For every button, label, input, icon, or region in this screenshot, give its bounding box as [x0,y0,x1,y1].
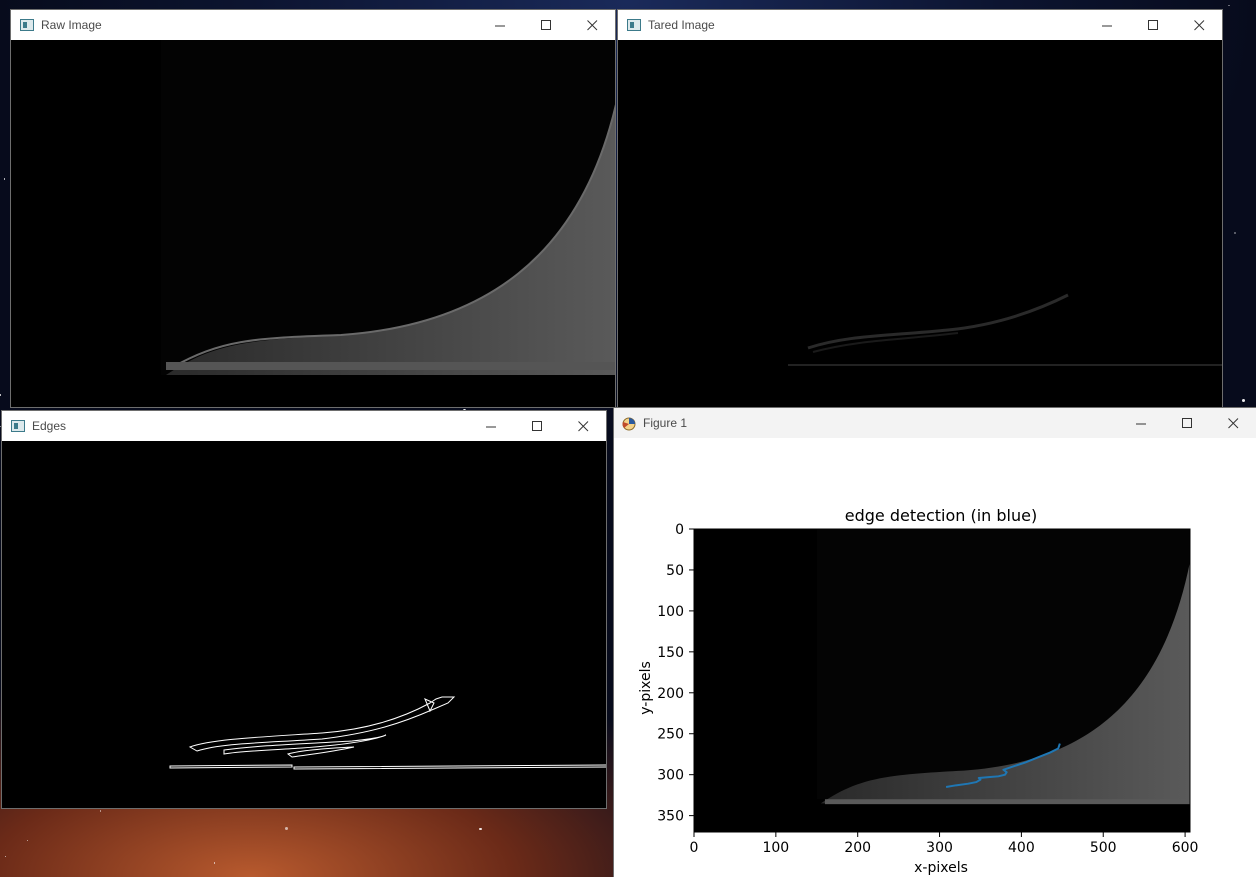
plot-frame [693,528,1191,833]
y-tick-label: 150 [657,645,684,661]
raw-image-canvas [11,40,615,407]
raw-image [11,40,615,407]
x-tick-label: 400 [1008,840,1035,856]
figure-canvas: edge detection (in blue) 0 100 200 300 400 50… [614,438,1256,877]
raw-image-window: Raw Image [10,9,616,408]
chart-title: edge detection (in blue) [845,506,1037,525]
edges-title: Edges [32,419,67,433]
star [0,426,2,428]
edge-detection-chart: edge detection (in blue) 0 100 200 300 400 50… [638,506,1199,876]
figure-titlebar[interactable]: Figure 1 [614,408,1256,438]
x-axis: 0 100 200 300 400 500 600 [690,832,1199,856]
edges-titlebar[interactable]: Edges [2,411,606,441]
y-tick-label: 250 [657,727,684,743]
window-controls [1118,408,1256,438]
star [27,839,29,841]
baseline-bar [824,799,1190,805]
star [1227,4,1230,7]
star [3,178,6,180]
x-tick-label: 300 [926,840,953,856]
close-icon[interactable] [1176,10,1222,40]
star [0,394,2,396]
minimize-icon[interactable] [1118,408,1164,438]
close-icon[interactable] [569,10,615,40]
minimize-icon[interactable] [477,10,523,40]
maximize-icon[interactable] [523,10,569,40]
raw-image-title: Raw Image [41,18,102,32]
y-axis-label: y-pixels [638,661,654,715]
tared-image-window: Tared Image [617,9,1223,408]
maximize-icon[interactable] [1130,10,1176,40]
maximize-icon[interactable] [514,411,560,441]
star [479,827,482,830]
figure-title: Figure 1 [643,416,688,430]
star [1233,231,1236,234]
minimize-icon[interactable] [1084,10,1130,40]
window-controls [1084,10,1222,40]
tared-image-titlebar[interactable]: Tared Image [618,10,1222,40]
tared-image-canvas [618,40,1222,407]
tared-image [618,40,1222,407]
x-tick-label: 0 [690,840,699,856]
window-controls [468,411,606,441]
star [213,862,215,864]
x-axis-label: x-pixels [914,860,968,876]
x-tick-label: 200 [844,840,871,856]
y-tick-label: 300 [657,768,684,784]
star [4,856,6,858]
curved-surface [820,529,1190,804]
plot-image [693,528,1191,833]
x-tick-label: 100 [762,840,789,856]
y-tick-label: 100 [657,604,684,620]
star [99,810,102,812]
raw-image-titlebar[interactable]: Raw Image [11,10,615,40]
close-icon[interactable] [1210,408,1256,438]
star [285,826,289,830]
y-axis: 0 50 100 150 200 250 300 350 [657,522,694,825]
y-tick-label: 0 [675,522,684,538]
window-controls [477,10,615,40]
x-tick-label: 500 [1090,840,1117,856]
series-line-edge [945,743,1061,788]
y-tick-label: 200 [657,686,684,702]
series-layer [945,743,1061,788]
minimize-icon[interactable] [468,411,514,441]
opencv-window-icon [11,420,25,432]
star [1242,399,1246,403]
maximize-icon[interactable] [1164,408,1210,438]
y-tick-label: 350 [657,809,684,825]
x-tick-label: 600 [1172,840,1199,856]
edges-window: Edges [1,410,607,809]
edges-canvas [2,441,606,808]
opencv-window-icon [20,19,34,31]
close-icon[interactable] [560,411,606,441]
tared-image-title: Tared Image [648,18,715,32]
matplotlib-icon [622,416,636,431]
opencv-window-icon [627,19,641,31]
y-tick-label: 50 [666,563,684,579]
edges-image [2,441,606,808]
figure-window: Figure 1 edge detection (in blue) 0 100 20… [613,407,1256,877]
